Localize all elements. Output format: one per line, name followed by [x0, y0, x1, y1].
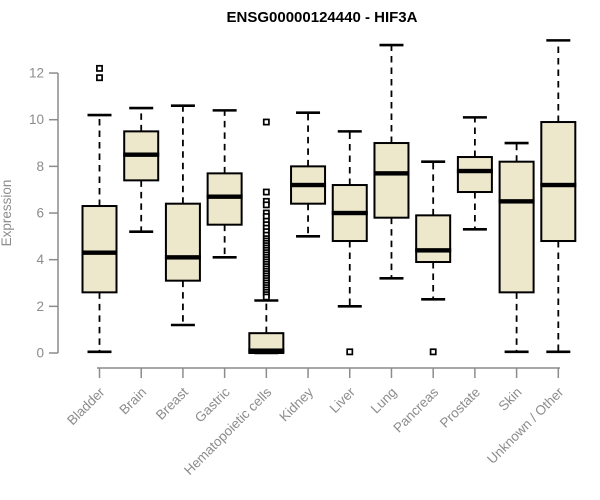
y-axis-title: Expression — [0, 180, 14, 247]
boxplot-series — [81, 39, 577, 356]
iqr-box — [373, 142, 410, 219]
boxplot-skin — [498, 141, 535, 354]
outlier-point — [429, 348, 437, 356]
iqr-box — [540, 121, 577, 243]
boxplot-lung — [373, 43, 410, 280]
median-line — [248, 348, 285, 353]
x-category-label: Lung — [368, 385, 400, 417]
median-line — [331, 210, 368, 216]
median-line — [373, 171, 410, 176]
x-category-label: Liver — [327, 384, 359, 416]
boxplot-pancreas — [415, 160, 452, 356]
median-line — [81, 250, 118, 255]
iqr-box — [498, 160, 535, 294]
boxplot-brain — [123, 106, 160, 233]
outlier-point — [262, 201, 270, 209]
iqr-box — [456, 156, 493, 194]
x-category-label: Gastric — [192, 384, 233, 425]
chart-title: ENSG00000124440 - HIF3A — [227, 9, 418, 26]
median-line — [456, 168, 493, 174]
x-category-label: Brain — [116, 385, 149, 418]
boxplot-breast — [164, 104, 201, 327]
outlier-point — [96, 74, 103, 82]
x-category-label: Kidney — [276, 384, 316, 424]
y-tick-label: 4 — [36, 252, 44, 267]
median-line — [206, 194, 243, 199]
median-line — [164, 255, 201, 260]
y-tick-label: 2 — [36, 299, 44, 314]
boxplot-prostate — [456, 116, 493, 231]
boxplot-kidney — [290, 111, 327, 238]
y-tick-label: 12 — [29, 66, 44, 81]
y-tick-label: 6 — [36, 206, 44, 221]
iqr-box — [164, 202, 201, 282]
outlier-point — [96, 64, 103, 72]
median-line — [415, 248, 452, 253]
median-line — [540, 182, 577, 188]
x-category-label: Unknown / Other — [484, 384, 567, 467]
x-category-label: Prostate — [437, 385, 483, 431]
boxplot-bladder — [81, 64, 118, 354]
outlier-point — [262, 293, 270, 301]
outlier-point — [262, 188, 270, 196]
y-tick-label: 10 — [29, 112, 44, 127]
boxplot-unknown-other — [540, 39, 577, 354]
median-line — [498, 199, 535, 204]
iqr-box — [415, 214, 452, 264]
y-tick-label: 0 — [36, 346, 44, 361]
x-category-label: Breast — [153, 384, 191, 422]
x-category-label: Pancreas — [390, 384, 441, 435]
y-tick-label: 8 — [36, 159, 44, 174]
iqr-box — [81, 205, 118, 294]
x-category-label: Skin — [496, 385, 525, 414]
outlier-point — [346, 348, 354, 356]
outlier-point — [262, 118, 270, 126]
boxplot-hematopoietic-cells — [248, 118, 285, 355]
iqr-box — [248, 332, 285, 354]
median-line — [123, 152, 160, 157]
boxplot-liver — [331, 130, 368, 356]
iqr-box — [206, 172, 243, 226]
boxplot-gastric — [206, 109, 243, 259]
x-category-label: Bladder — [64, 384, 108, 428]
median-line — [290, 182, 327, 188]
